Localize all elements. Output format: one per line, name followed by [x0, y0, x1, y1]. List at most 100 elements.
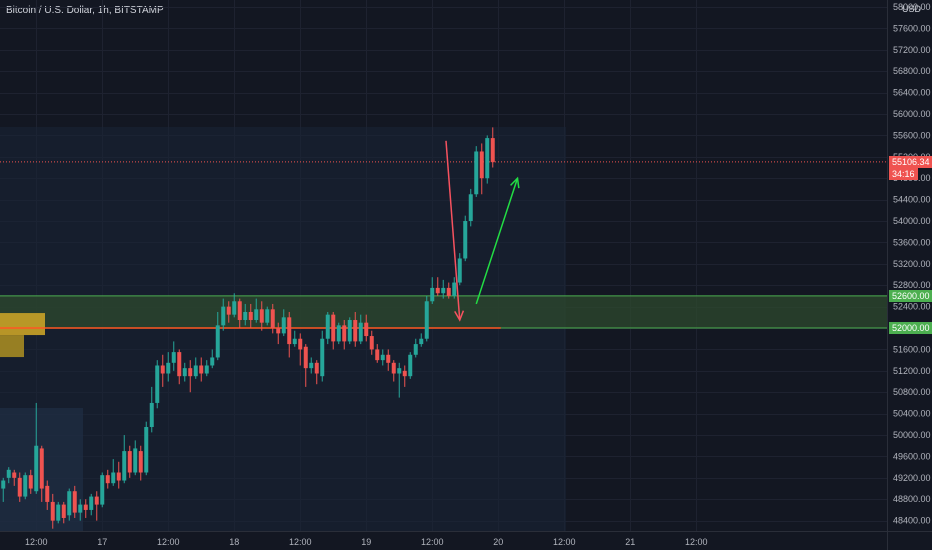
candle-body [314, 362, 319, 374]
price-tick-label: 49600.00 [893, 451, 931, 461]
up-arrow [475, 177, 519, 305]
candle-body [221, 306, 226, 326]
candle-body [111, 472, 116, 484]
candle-body [303, 346, 308, 369]
candle-body [199, 365, 204, 374]
candle-body [490, 138, 495, 163]
candle-body [232, 301, 237, 315]
arrow-head [454, 310, 465, 322]
candle-body [292, 338, 297, 345]
candle-body [336, 325, 341, 342]
candle-body [380, 354, 385, 361]
price-tick-label: 57600.00 [893, 23, 931, 33]
candle-body [226, 306, 231, 315]
candle-body [243, 311, 248, 321]
candle-body [309, 362, 314, 369]
countdown-tag: 34:16 [889, 167, 918, 180]
candle-body [94, 496, 99, 505]
candle-body [331, 314, 336, 342]
candle-body [342, 325, 347, 342]
left-order-block [0, 313, 45, 336]
candle-body [144, 427, 149, 473]
candle-body [358, 322, 363, 342]
price-tick-label: 58000.00 [893, 2, 931, 12]
candle-body [166, 362, 171, 374]
price-tick-label: 51600.00 [893, 344, 931, 354]
candle-body [12, 472, 17, 478]
price-tick-label: 50000.00 [893, 430, 931, 440]
price-tick-label: 55600.00 [893, 130, 931, 140]
time-tick-label: 19 [361, 537, 371, 547]
candle-body [56, 504, 61, 521]
zone-bottom-price-tag: 52000.00 [889, 322, 932, 335]
candle-body [254, 309, 259, 321]
candle-body [160, 365, 165, 374]
candle-body [276, 328, 281, 334]
candle-body [413, 344, 418, 355]
candle-body [424, 301, 429, 339]
time-tick-label: 18 [229, 537, 239, 547]
time-tick-label: 12:00 [289, 537, 312, 547]
price-tick-label: 54400.00 [893, 195, 931, 205]
price-tick-label: 53200.00 [893, 259, 931, 269]
candle-body [270, 309, 275, 329]
candle-body [248, 311, 253, 321]
left-order-block-lower [0, 335, 24, 358]
candle-body [353, 320, 358, 342]
support-zone [0, 295, 887, 329]
zone-top-price-tag: 52600.00 [889, 289, 932, 302]
candle-body [386, 354, 391, 363]
candle-body [122, 451, 127, 481]
candle-body [17, 477, 22, 497]
candle-body [149, 402, 154, 428]
price-tick-label: 50400.00 [893, 409, 931, 419]
candle-body [61, 504, 66, 518]
candle-body [127, 451, 132, 473]
candle-body [468, 194, 473, 222]
time-tick-label: 12:00 [421, 537, 444, 547]
candle-body [67, 491, 72, 516]
candle-body [408, 354, 413, 377]
drawings[interactable] [445, 140, 520, 322]
candle-body [474, 151, 479, 195]
currency-label[interactable]: USD [902, 4, 922, 14]
candle-body [347, 320, 352, 342]
candle-body [182, 368, 187, 377]
candle-body [177, 352, 182, 377]
price-tick-label: 56000.00 [893, 109, 931, 119]
candle-body [72, 491, 77, 513]
candle-body [375, 349, 380, 361]
price-tick-label: 57200.00 [893, 45, 931, 55]
symbol-title: Bitcoin / U.S. Dollar, 1h, BITSTAMP [6, 5, 164, 16]
candle-body [6, 469, 11, 478]
candle-body [265, 309, 270, 323]
down-arrow [445, 140, 461, 321]
price-tick-label: 48800.00 [893, 494, 931, 504]
time-tick-label: 20 [493, 537, 503, 547]
candlestick-series [1, 127, 495, 529]
candle-body [237, 301, 242, 321]
candle-body [171, 352, 176, 363]
price-tick-label: 52400.00 [893, 302, 931, 312]
time-axis[interactable]: 12:00 17 12:00 18 12:00 19 12:00 20 12:00 21 12:00 [0, 531, 932, 548]
candle-body [397, 368, 402, 374]
price-axis[interactable]: 48400.00 48800.00 49200.00 49600.00 50000.00… [887, 0, 931, 550]
candle-body [479, 151, 484, 179]
candle-body [100, 475, 105, 505]
candle-body [45, 485, 50, 502]
time-tick-label: 12:00 [157, 537, 180, 547]
price-tick-label: 48400.00 [893, 516, 931, 526]
price-tick-label: 51200.00 [893, 366, 931, 376]
price-tick-label: 56400.00 [893, 88, 931, 98]
time-tick-label: 21 [625, 537, 635, 547]
candle-body [78, 504, 83, 513]
candle-body [116, 472, 121, 481]
time-tick-label: 12:00 [685, 537, 708, 547]
candle-body [215, 325, 220, 358]
candle-body [34, 445, 39, 492]
candle-body [1, 480, 6, 489]
candle-body [210, 357, 215, 366]
candle-body [39, 448, 44, 489]
price-tick-label: 53600.00 [893, 237, 931, 247]
